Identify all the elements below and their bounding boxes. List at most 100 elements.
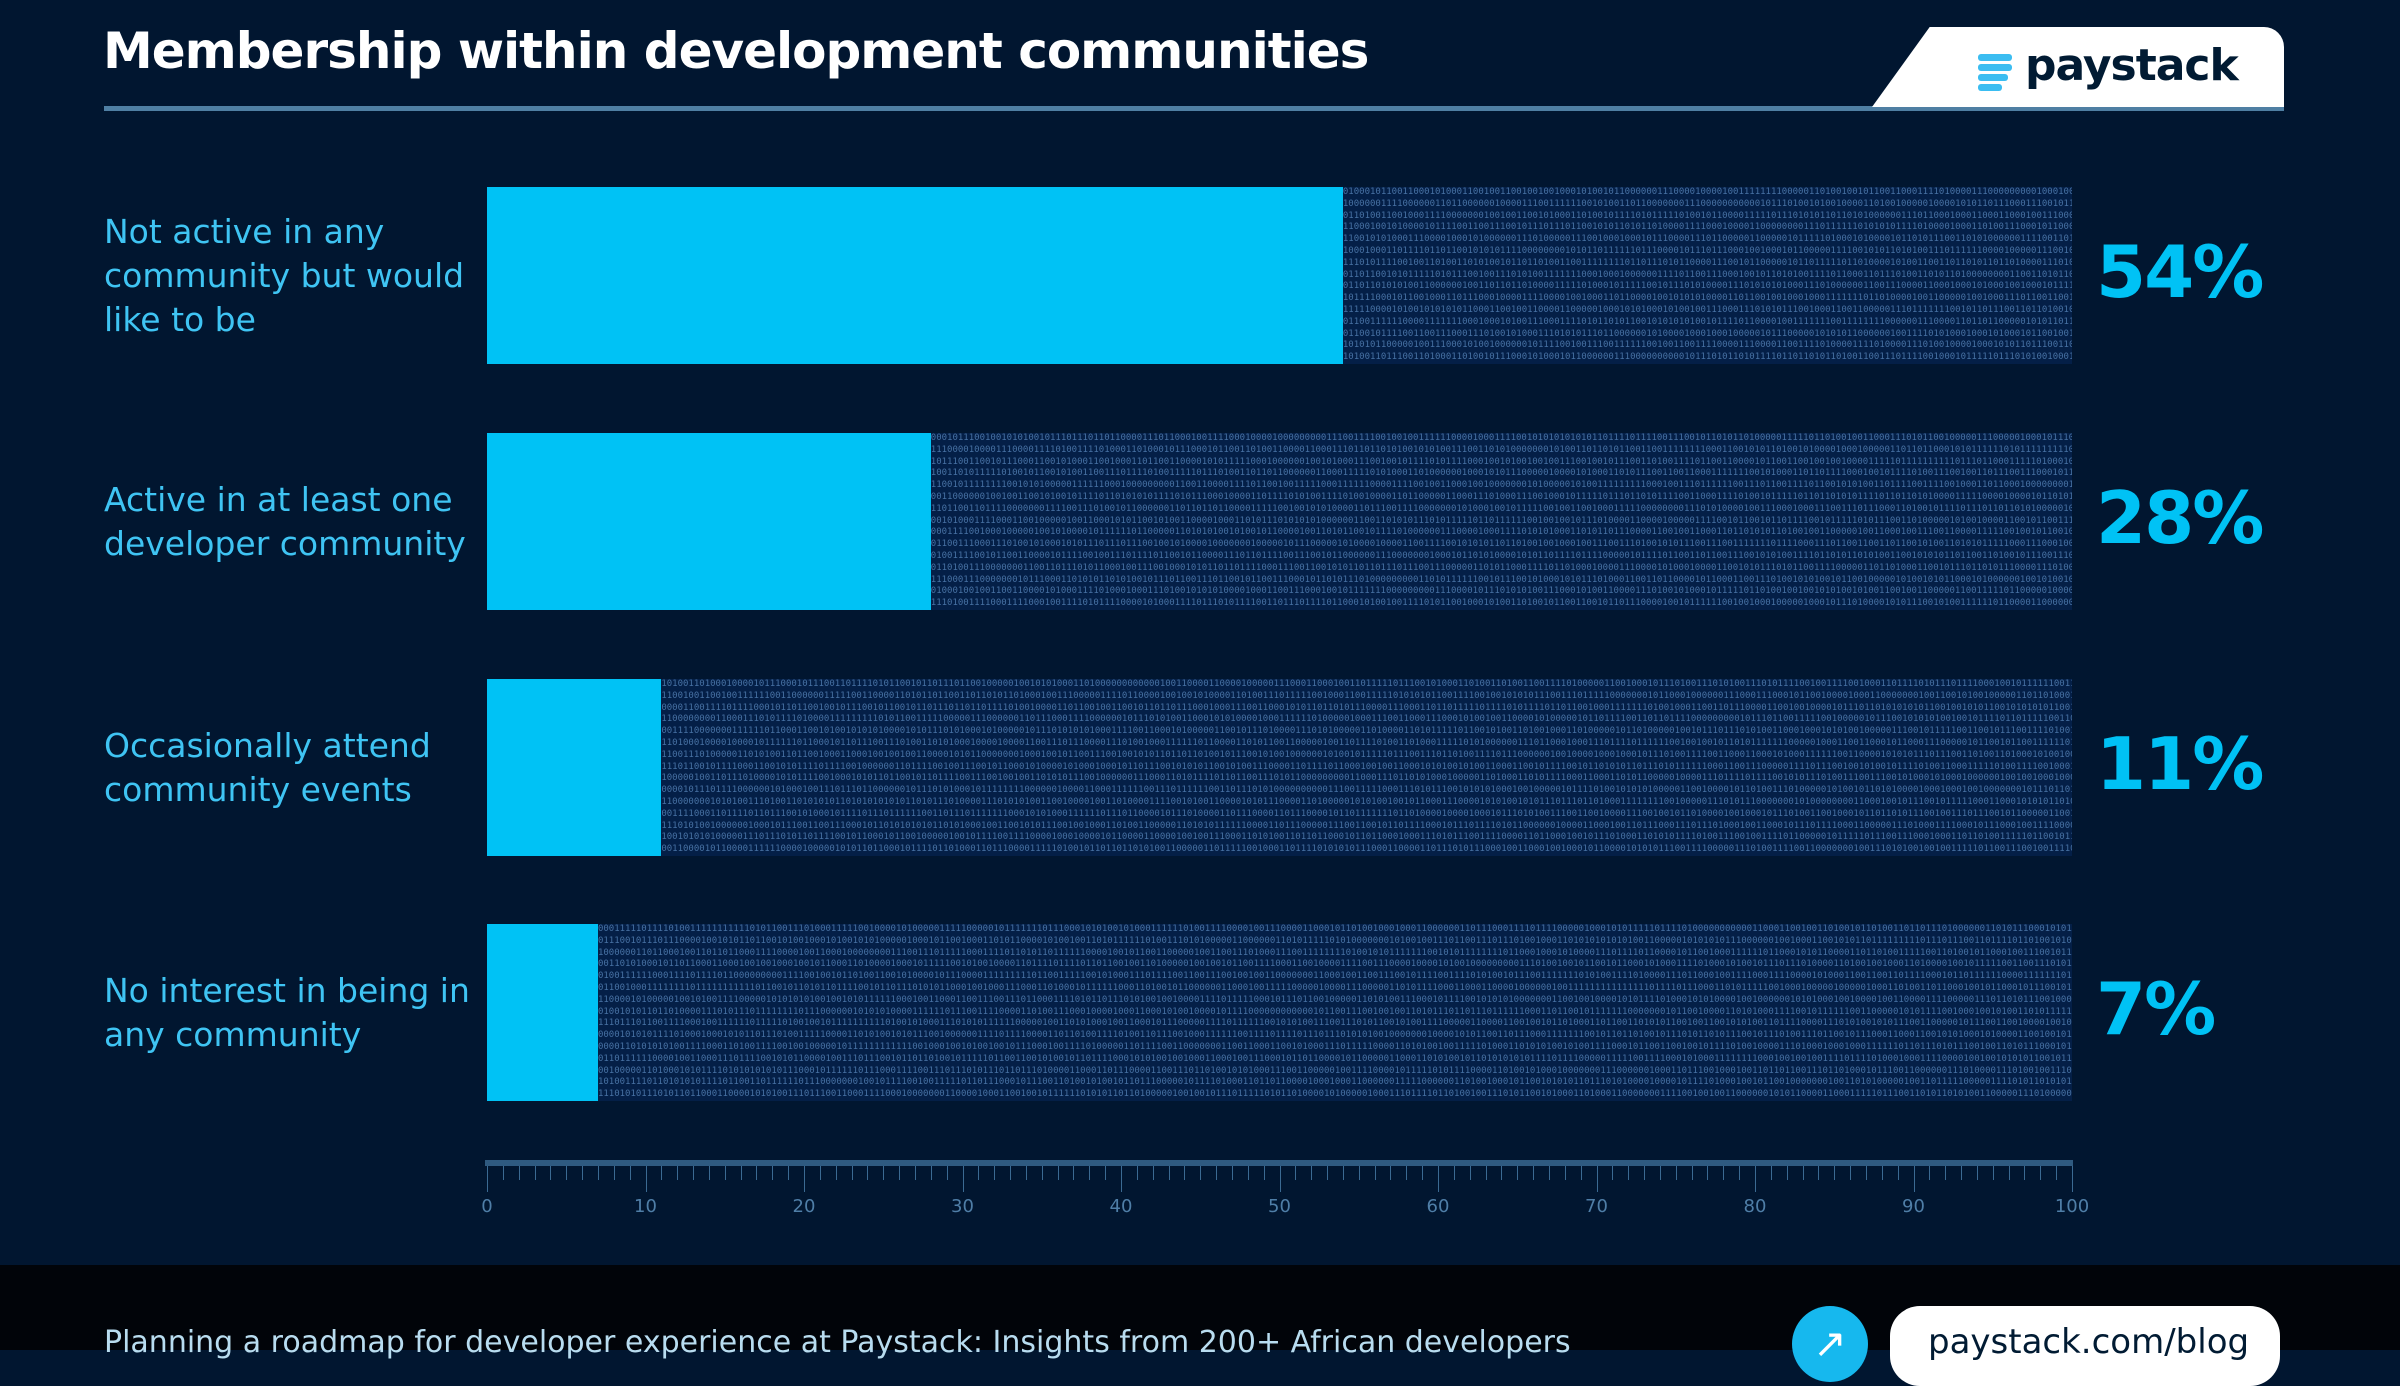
- axis-tick: [930, 1166, 932, 1180]
- axis-tick: [1739, 1166, 1741, 1180]
- axis-tick: [1850, 1166, 1852, 1180]
- axis-tick: [978, 1166, 980, 1180]
- axis-tick: [1073, 1166, 1075, 1180]
- axis-tick: [1136, 1166, 1138, 1180]
- category-label: Active in at least one developer communi…: [104, 479, 466, 563]
- axis-tick: [1089, 1166, 1091, 1180]
- axis-tick: [1390, 1166, 1392, 1180]
- axis-tick: [1311, 1166, 1313, 1180]
- axis-tick: [994, 1166, 996, 1180]
- axis-tick: [1501, 1166, 1503, 1180]
- axis-tick: [1929, 1166, 1931, 1180]
- axis-tick: [851, 1166, 853, 1180]
- tick-label: 50: [1268, 1196, 1291, 1217]
- axis-tick: [835, 1166, 837, 1180]
- footer-text: Planning a roadmap for developer experie…: [104, 1325, 1571, 1360]
- category-label: No interest in being in any community: [104, 970, 470, 1054]
- axis-tick: [566, 1166, 568, 1180]
- binary-pattern-fill: 0001111101111010011111111111010110011101…: [597, 924, 2072, 1101]
- axis-tick: [1438, 1166, 1439, 1192]
- axis-tick: [613, 1166, 615, 1180]
- axis-tick: [534, 1166, 536, 1180]
- axis-tick: [629, 1166, 631, 1180]
- axis-tick: [1564, 1166, 1566, 1180]
- bar: [487, 924, 598, 1101]
- axis-tick: [645, 1166, 647, 1192]
- axis-tick: [1612, 1166, 1614, 1180]
- axis-tick: [1295, 1166, 1297, 1180]
- axis-tick: [1659, 1166, 1661, 1180]
- chart-title: Membership within development communitie…: [103, 22, 1369, 80]
- axis-tick: [2024, 1166, 2026, 1180]
- axis-tick: [582, 1166, 584, 1180]
- bar: [487, 433, 931, 610]
- axis-tick: [1105, 1166, 1107, 1180]
- tick-label: 100: [2054, 1196, 2090, 1217]
- tick-label: 80: [1743, 1196, 1767, 1217]
- axis-tick: [1168, 1166, 1170, 1180]
- axis-tick: [1422, 1166, 1424, 1180]
- axis-tick: [1707, 1166, 1709, 1180]
- axis-tick: [1279, 1166, 1281, 1192]
- binary-pattern-fill: 0001011100100101010010111011101101100001…: [930, 433, 2072, 610]
- axis-tick: [693, 1166, 695, 1180]
- x-axis: [485, 1160, 2073, 1166]
- axis-tick: [550, 1166, 552, 1180]
- tick-label: 40: [1109, 1196, 1133, 1217]
- axis-tick: [1644, 1166, 1646, 1180]
- binary-pattern-fill: 0100010110011000101000110010011001001001…: [1342, 187, 2072, 364]
- axis-tick: [867, 1166, 869, 1180]
- axis-tick: [1834, 1166, 1836, 1180]
- axis-tick: [1881, 1166, 1883, 1180]
- bar: [487, 679, 662, 856]
- axis-tick: [1342, 1166, 1344, 1180]
- axis-tick: [724, 1166, 726, 1180]
- axis-tick: [1010, 1166, 1012, 1180]
- value-label: 54%: [2096, 229, 2264, 314]
- arrow-up-right-icon[interactable]: ↗: [1792, 1306, 1868, 1382]
- tick-label: 70: [1585, 1196, 1608, 1217]
- axis-tick: [899, 1166, 901, 1180]
- axis-tick: [2008, 1166, 2010, 1180]
- axis-tick: [1818, 1166, 1820, 1180]
- axis-tick: [1913, 1166, 1915, 1192]
- category-label: Not active in any community but would li…: [104, 211, 465, 339]
- axis-tick: [788, 1166, 790, 1180]
- value-label: 7%: [2096, 966, 2216, 1051]
- axis-tick: [1533, 1166, 1535, 1180]
- axis-tick: [2040, 1166, 2042, 1180]
- title-divider: [104, 106, 2284, 111]
- axis-tick: [946, 1166, 948, 1180]
- axis-tick: [1628, 1166, 1630, 1180]
- axis-tick: [1358, 1166, 1360, 1180]
- axis-tick: [740, 1166, 742, 1180]
- axis-tick: [1755, 1166, 1756, 1192]
- axis-tick: [1517, 1166, 1519, 1180]
- axis-tick: [1802, 1166, 1804, 1180]
- logo-text: paystack: [2025, 40, 2239, 91]
- axis-tick: [819, 1166, 821, 1180]
- axis-tick: [1897, 1166, 1899, 1180]
- axis-tick: [1485, 1166, 1487, 1180]
- axis-tick: [914, 1166, 916, 1180]
- axis-tick: [1327, 1166, 1329, 1180]
- axis-tick: [1041, 1166, 1043, 1180]
- axis-tick: [661, 1166, 663, 1180]
- tick-label: 10: [634, 1196, 657, 1217]
- axis-tick: [1865, 1166, 1867, 1180]
- axis-tick: [597, 1166, 599, 1180]
- axis-tick: [1025, 1166, 1027, 1180]
- blog-link[interactable]: paystack.com/blog: [1890, 1306, 2280, 1386]
- logo-tab: [1872, 27, 2284, 107]
- tick-label: 30: [951, 1196, 974, 1217]
- axis-tick: [1057, 1166, 1059, 1180]
- axis-tick: [1453, 1166, 1455, 1180]
- bar: [487, 187, 1343, 364]
- axis-tick: [1200, 1166, 1202, 1180]
- binary-pattern-fill: 1010011010001000010111000101110011011110…: [661, 679, 2072, 856]
- axis-tick: [1976, 1166, 1978, 1180]
- axis-tick: [1945, 1166, 1947, 1180]
- axis-tick: [1374, 1166, 1376, 1180]
- value-label: 28%: [2096, 475, 2264, 560]
- axis-tick: [1723, 1166, 1725, 1180]
